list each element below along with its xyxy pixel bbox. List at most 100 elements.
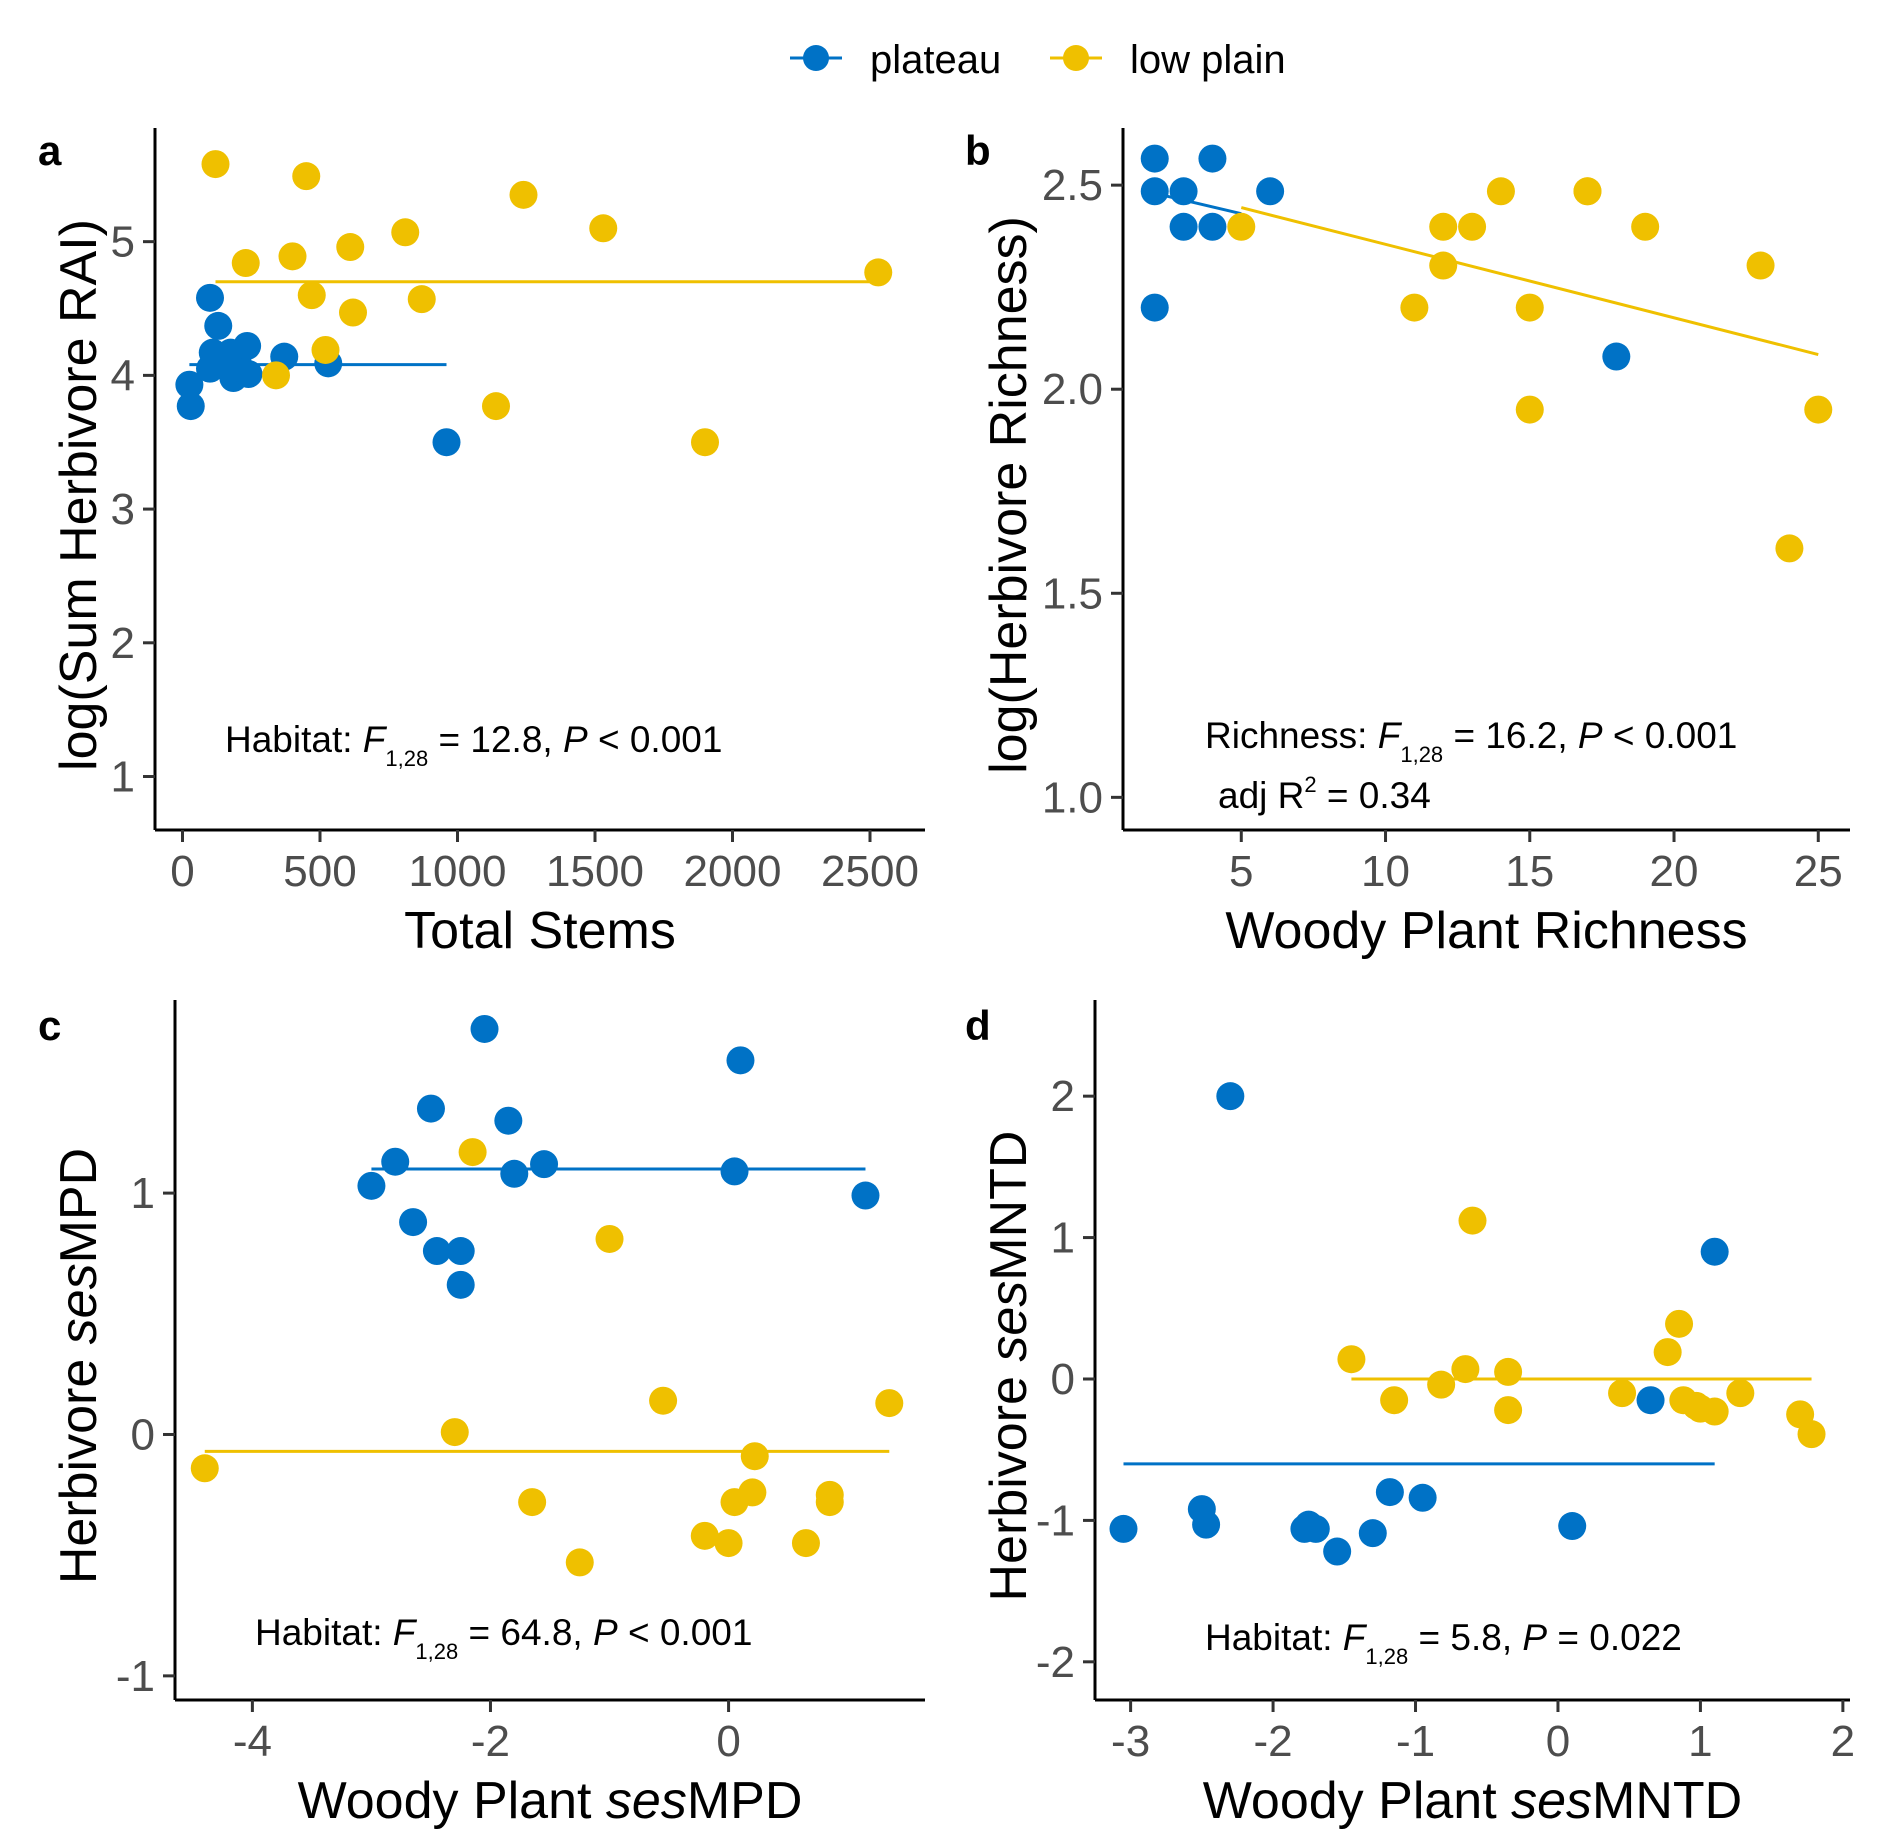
data-point-low-plain: [565, 1548, 594, 1577]
data-point-low-plain: [1631, 212, 1660, 241]
data-point-low-plain: [595, 1224, 624, 1253]
data-point-low-plain: [1227, 212, 1256, 241]
data-point-low-plain: [1458, 212, 1487, 241]
data-point-low-plain: [482, 392, 510, 421]
y-tick-label: 0: [131, 1410, 155, 1459]
x-axis-title: Woody Plant sesMPD: [298, 1772, 803, 1830]
x-tick-label: -2: [1254, 1717, 1293, 1766]
data-point-low-plain: [278, 242, 307, 271]
data-point-plateau: [1323, 1537, 1352, 1566]
data-point-plateau: [726, 1046, 755, 1075]
data-point-plateau: [1216, 1082, 1245, 1111]
y-tick-label: 1.0: [1042, 773, 1103, 822]
x-tick-label: 2: [1831, 1717, 1855, 1766]
data-point-low-plain: [1608, 1379, 1637, 1408]
data-point-plateau: [204, 311, 233, 340]
data-point-low-plain: [518, 1488, 547, 1517]
data-point-low-plain: [292, 162, 321, 191]
data-point-plateau: [1198, 212, 1227, 241]
panel-letter: d: [965, 1002, 991, 1049]
x-tick-label: 0: [1546, 1717, 1570, 1766]
data-point-plateau: [720, 1157, 749, 1186]
data-point-low-plain: [1573, 177, 1602, 206]
panel-a: 0 500 1000 1500 2000 2500 1 2 3 4 5 Total Stems log(…: [38, 127, 925, 960]
data-point-low-plain: [201, 150, 230, 179]
data-point-low-plain: [1486, 177, 1515, 206]
data-point-plateau: [234, 360, 263, 389]
y-tick-label: -2: [1036, 1638, 1075, 1687]
data-point-plateau: [196, 283, 224, 312]
data-point-plateau: [1602, 342, 1631, 371]
data-point-low-plain: [1746, 251, 1775, 280]
data-point-low-plain: [1797, 1420, 1826, 1449]
y-tick-label: 2: [1051, 1072, 1075, 1121]
data-point-low-plain: [1653, 1338, 1682, 1367]
data-point-plateau: [381, 1147, 410, 1176]
data-point-low-plain: [649, 1386, 678, 1415]
data-point-low-plain: [1700, 1397, 1729, 1426]
data-point-plateau: [1558, 1512, 1587, 1541]
x-tick-label: 5: [1229, 847, 1253, 896]
data-point-low-plain: [1494, 1357, 1523, 1386]
data-point-plateau: [446, 1270, 475, 1299]
x-tick-label: 1500: [546, 847, 644, 896]
x-tick-label: 25: [1794, 847, 1843, 896]
x-axis-title: Total Stems: [404, 902, 676, 960]
x-tick-label: -1: [1396, 1717, 1435, 1766]
data-point-plateau: [422, 1237, 451, 1266]
data-point-low-plain: [1515, 395, 1544, 424]
data-point-plateau: [500, 1159, 529, 1188]
panel-letter: c: [38, 1002, 61, 1049]
data-point-plateau: [446, 1237, 475, 1266]
y-axis-title: log(Herbivore Richness): [980, 216, 1038, 774]
panel-d: -3 -2 -1 0 1 2 -2 -1 0 1 2 Woody Plant sesMNTD Herbi…: [965, 1000, 1855, 1830]
data-point-low-plain: [1458, 1206, 1487, 1235]
data-point-low-plain: [738, 1478, 767, 1507]
data-point-low-plain: [1400, 293, 1429, 322]
data-point-low-plain: [691, 428, 719, 457]
data-point-low-plain: [440, 1418, 469, 1447]
data-point-plateau: [1636, 1386, 1665, 1415]
data-point-low-plain: [509, 180, 538, 209]
y-axis-title: log(Sum Herbivore RAI): [50, 219, 108, 771]
data-point-plateau: [1301, 1514, 1330, 1543]
y-tick-label: -1: [116, 1652, 155, 1701]
data-point-plateau: [1169, 177, 1198, 206]
y-tick-label: 1: [1051, 1214, 1075, 1263]
x-tick-label: 20: [1650, 847, 1699, 896]
data-point-plateau: [1140, 144, 1169, 173]
x-tick-label: 0: [170, 847, 194, 896]
stat-annotation: Habitat: F1,28 = 12.8, P < 0.001: [225, 719, 722, 771]
data-point-low-plain: [1665, 1309, 1694, 1338]
data-point-low-plain: [262, 361, 290, 390]
y-tick-label: 2.5: [1042, 161, 1103, 210]
x-tick-label: 1000: [409, 847, 507, 896]
data-point-plateau: [494, 1106, 523, 1135]
panel-c: -4 -2 0 -1 0 1 Woody Plant sesMPD Herbivore ses…: [38, 1000, 925, 1830]
x-tick-label: 1: [1688, 1717, 1712, 1766]
data-point-low-plain: [714, 1529, 743, 1558]
panel-letter: b: [965, 127, 991, 174]
data-point-plateau: [1140, 177, 1169, 206]
data-point-low-plain: [336, 233, 365, 262]
y-tick-label: 2.0: [1042, 365, 1103, 414]
data-point-low-plain: [1775, 534, 1804, 563]
data-point-low-plain: [589, 214, 618, 243]
data-point-low-plain: [190, 1454, 219, 1483]
data-point-low-plain: [1494, 1396, 1523, 1425]
x-tick-label: -4: [233, 1717, 272, 1766]
data-point-low-plain: [864, 258, 893, 287]
panel-b: 5 10 15 20 25 1.0 1.5 2.0 2.5 Woody Plant Richnes…: [965, 127, 1850, 960]
stat-annotation: Habitat: F1,28 = 64.8, P < 0.001: [255, 1612, 752, 1664]
data-point-plateau: [1408, 1483, 1437, 1512]
y-tick-label: 4: [111, 351, 135, 400]
data-point-plateau: [399, 1208, 428, 1237]
data-point-plateau: [416, 1094, 445, 1123]
data-point-plateau: [470, 1014, 499, 1043]
data-point-plateau: [357, 1171, 386, 1200]
data-point-low-plain: [815, 1488, 844, 1517]
y-tick-label: 0: [1051, 1355, 1075, 1404]
data-point-low-plain: [1380, 1386, 1409, 1415]
x-tick-label: 500: [283, 847, 356, 896]
